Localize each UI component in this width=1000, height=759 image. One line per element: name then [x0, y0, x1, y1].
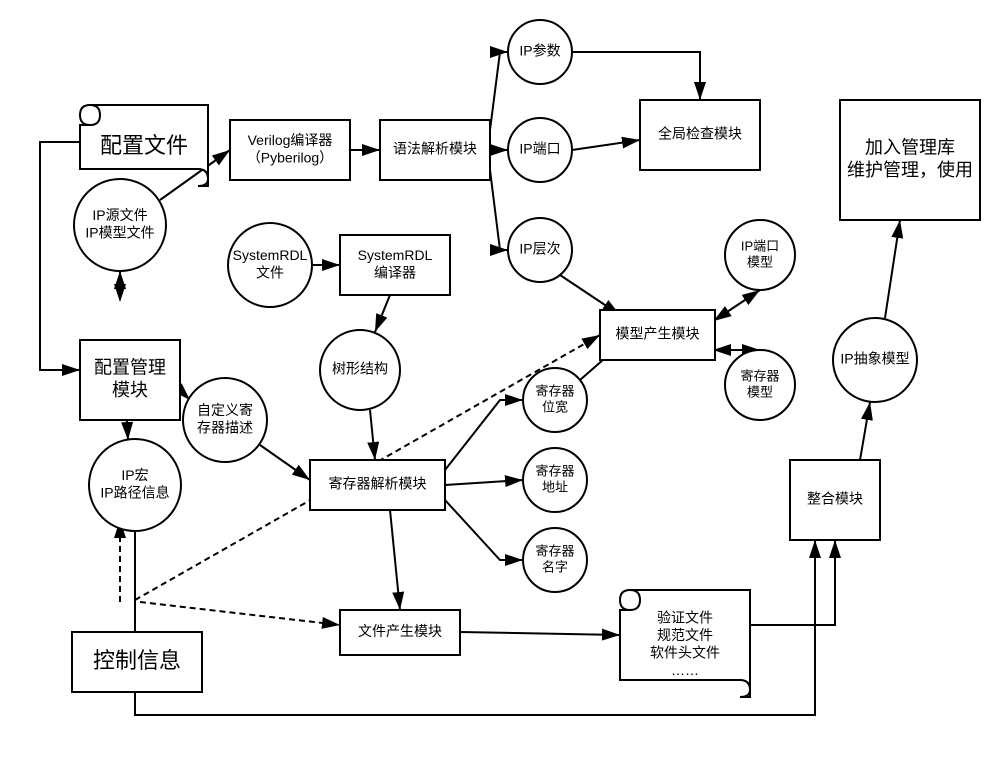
node-label: IP源文件	[92, 207, 147, 223]
node-label: 树形结构	[332, 361, 388, 377]
node-label: 模型	[747, 385, 773, 400]
node-label: IP模型文件	[85, 224, 154, 240]
node-label: IP路径信息	[100, 484, 169, 500]
node-config_mgmt: 配置管理模块	[80, 340, 180, 420]
node-label: 编译器	[374, 264, 416, 280]
node-label: 名字	[542, 560, 568, 575]
edge	[860, 402, 870, 460]
edge	[460, 632, 620, 635]
node-label: IP端口	[741, 238, 779, 253]
edge	[260, 445, 310, 480]
node-label: 模型产生模块	[616, 326, 700, 342]
node-label: ……	[671, 662, 699, 678]
node-ip_abstract: IP抽象模型	[833, 318, 917, 402]
node-label: 文件产生模块	[358, 623, 442, 639]
node-label: 规范文件	[657, 627, 713, 643]
node-verify_files: 验证文件规范文件软件头文件 ……	[620, 590, 750, 697]
node-ip_layer: IP层次	[508, 218, 572, 282]
node-label: 控制信息	[93, 648, 181, 673]
node-label: 全局检查模块	[658, 126, 742, 142]
node-label: IP端口	[519, 141, 560, 157]
node-label: 存器描述	[197, 419, 253, 435]
node-label: IP参数	[519, 43, 560, 59]
node-label: SystemRDL	[233, 247, 308, 263]
edge	[445, 400, 523, 470]
node-label: 加入管理库	[865, 138, 955, 158]
edge	[445, 480, 523, 485]
node-syntax: 语法解析模块	[380, 120, 490, 180]
node-label: 地址	[542, 480, 568, 495]
edge	[375, 295, 390, 332]
node-global_check: 全局检查模块	[640, 100, 760, 170]
node-label: 整合模块	[807, 491, 863, 507]
node-reg_name: 寄存器名字	[523, 528, 587, 592]
node-tree: 树形结构	[320, 330, 400, 410]
node-label: Verilog编译器	[248, 132, 333, 148]
edge	[140, 602, 340, 625]
node-control_info: 控制信息	[72, 632, 202, 692]
node-label: 语法解析模块	[393, 141, 477, 157]
node-label: 寄存器	[535, 543, 574, 558]
node-ip_src: IP源文件IP模型文件	[74, 179, 166, 271]
node-mgmt_lib: 加入管理库维护管理，使用	[840, 100, 980, 220]
node-label: 寄存器解析模块	[329, 476, 427, 492]
node-label: 位宽	[542, 400, 568, 415]
node-reg_width: 寄存器位宽	[523, 368, 587, 432]
edge	[370, 410, 375, 460]
edge	[750, 540, 835, 625]
node-ip_port_model: IP端口模型	[725, 220, 795, 290]
node-config_file: 配置文件	[80, 105, 208, 186]
node-reg_addr: 寄存器地址	[523, 448, 587, 512]
node-label: 寄存器	[740, 368, 779, 383]
edge	[490, 170, 508, 250]
edge	[885, 220, 900, 318]
node-label: 寄存器	[535, 383, 574, 398]
node-label: 寄存器	[535, 463, 574, 478]
edge	[490, 52, 508, 130]
node-sysrdl_comp: SystemRDL编译器	[340, 235, 450, 295]
node-verilog: Verilog编译器（Pyberilog）	[230, 120, 350, 180]
node-label: 配置文件	[100, 133, 188, 158]
node-label: 自定义寄	[197, 402, 253, 418]
node-label: 文件	[256, 264, 284, 280]
node-integrate: 整合模块	[790, 460, 880, 540]
node-ip_param: IP参数	[508, 20, 572, 84]
node-file_gen: 文件产生模块	[340, 610, 460, 655]
node-sysrdl_file: SystemRDL文件	[228, 223, 312, 307]
node-custom_reg: 自定义寄存器描述	[183, 378, 267, 462]
node-reg_model: 寄存器模型	[725, 350, 795, 420]
edge	[40, 142, 80, 370]
edge	[572, 140, 640, 150]
node-label: IP抽象模型	[840, 351, 909, 367]
node-model_gen: 模型产生模块	[600, 310, 715, 360]
edge	[390, 510, 400, 610]
node-label: 配置管理	[94, 358, 166, 378]
node-label: 模型	[747, 255, 773, 270]
node-reg_parse: 寄存器解析模块	[310, 460, 445, 510]
edge	[445, 500, 523, 560]
node-label: 模块	[112, 380, 148, 400]
node-label: IP宏	[121, 467, 148, 483]
node-label: 验证文件	[657, 609, 713, 625]
node-ip_macro: IP宏IP路径信息	[89, 439, 181, 531]
node-ip_port: IP端口	[508, 118, 572, 182]
node-label: （Pyberilog）	[247, 149, 333, 165]
node-label: IP层次	[519, 241, 560, 257]
node-label: 软件头文件	[650, 644, 720, 660]
edge	[715, 290, 760, 320]
edge	[572, 52, 700, 100]
node-label: 维护管理，使用	[847, 160, 973, 180]
node-label: SystemRDL	[358, 247, 433, 263]
